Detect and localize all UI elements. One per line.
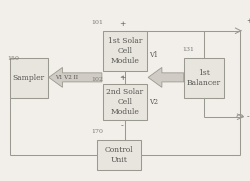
- Text: 2nd Solar
Cell
Module: 2nd Solar Cell Module: [106, 88, 144, 116]
- Polygon shape: [49, 67, 102, 87]
- Text: 131: 131: [182, 47, 194, 52]
- Text: V1: V1: [150, 51, 158, 59]
- Text: 1st
Balancer: 1st Balancer: [187, 69, 221, 87]
- Text: -: -: [246, 113, 249, 121]
- Text: Sampler: Sampler: [13, 74, 45, 82]
- FancyBboxPatch shape: [103, 31, 147, 71]
- Text: +: +: [119, 20, 126, 28]
- Polygon shape: [148, 67, 184, 87]
- FancyBboxPatch shape: [184, 58, 224, 98]
- Text: 101: 101: [91, 20, 103, 25]
- Text: 170: 170: [91, 129, 103, 134]
- Text: -: -: [121, 123, 124, 131]
- Text: Control
Unit: Control Unit: [104, 146, 133, 164]
- Text: 1st Solar
Cell
Module: 1st Solar Cell Module: [108, 37, 142, 65]
- Text: +: +: [246, 17, 250, 25]
- Text: -: -: [121, 73, 124, 81]
- Text: V1 V2 II: V1 V2 II: [56, 75, 78, 80]
- Text: 150: 150: [7, 56, 19, 61]
- Text: 102: 102: [91, 77, 103, 82]
- FancyBboxPatch shape: [10, 58, 48, 98]
- Text: +: +: [119, 74, 126, 82]
- Text: V2: V2: [150, 98, 158, 106]
- FancyBboxPatch shape: [103, 84, 147, 120]
- FancyBboxPatch shape: [97, 140, 140, 170]
